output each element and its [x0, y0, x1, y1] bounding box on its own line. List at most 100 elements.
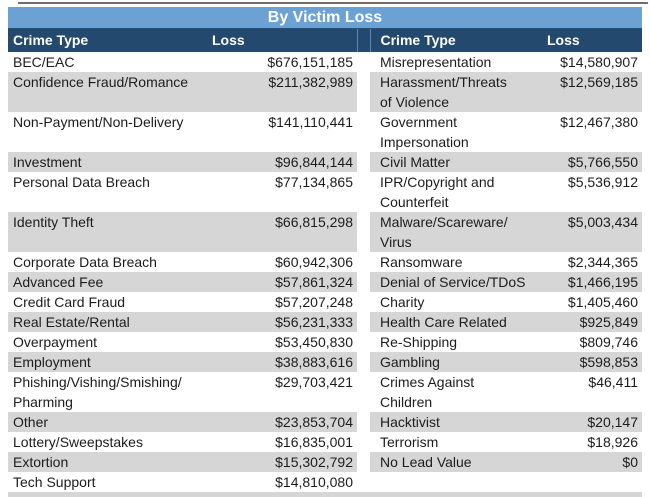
crime-type-cell: Health Care Related [370, 312, 542, 332]
crime-type-cell [370, 472, 542, 492]
loss-cell: $16,835,001 [207, 432, 357, 452]
table-header: Crime Type Loss Crime Type Loss [8, 29, 642, 52]
column-spacer [357, 432, 370, 452]
loss-cell: $12,467,380 [542, 112, 642, 152]
column-spacer [357, 372, 370, 412]
table-row: Credit Card Fraud $57,207,248 Charity $1… [8, 292, 642, 312]
table-row: Advanced Fee $57,861,324 Denial of Servi… [8, 272, 642, 292]
top-border-artifact [18, 2, 648, 4]
column-spacer [357, 252, 370, 272]
column-spacer [357, 172, 370, 212]
crime-type-cell: Phishing/Vishing/Smishing/ Pharming [8, 372, 207, 412]
loss-cell: $18,926 [542, 432, 642, 452]
crime-type-cell: Government Impersonation [370, 112, 542, 152]
crime-type-cell: Other [8, 412, 207, 432]
loss-cell: $141,110,441 [207, 112, 357, 152]
table-row: Extortion $15,302,792 No Lead Value $0 [8, 452, 642, 472]
loss-cell: $56,231,333 [207, 312, 357, 332]
loss-cell: $14,580,907 [542, 52, 642, 72]
crime-type-cell: Extortion [8, 452, 207, 472]
crime-type-cell: Corporate Data Breach [8, 252, 207, 272]
table-row: Employment $38,883,616 Gambling $598,853 [8, 352, 642, 372]
crime-type-cell: Hacktivist [370, 412, 542, 432]
crime-type-cell: Advanced Fee [8, 272, 207, 292]
crime-type-cell: Real Estate/Rental [8, 312, 207, 332]
loss-cell: $57,207,248 [207, 292, 357, 312]
crime-type-cell: Crimes Against Children [370, 372, 542, 412]
loss-cell: $598,853 [542, 352, 642, 372]
loss-cell: $57,861,324 [207, 272, 357, 292]
crime-type-cell: Ransomware [370, 252, 542, 272]
table-row: Lottery/Sweepstakes $16,835,001 Terroris… [8, 432, 642, 452]
crime-type-cell: Denial of Service/TDoS [370, 272, 542, 292]
crime-type-cell: Harassment/Threats of Violence [370, 72, 542, 112]
table-row: Identity Theft $66,815,298 Malware/Scare… [8, 212, 642, 252]
crime-type-cell: Charity [370, 292, 542, 312]
crime-type-cell: Lottery/Sweepstakes [8, 432, 207, 452]
partial-bottom-row [8, 492, 642, 497]
loss-cell: $96,844,144 [207, 152, 357, 172]
loss-cell: $14,810,080 [207, 472, 357, 492]
crime-type-cell: IPR/Copyright and Counterfeit [370, 172, 542, 212]
column-spacer [357, 312, 370, 332]
header-crime-type-right: Crime Type [370, 29, 542, 52]
crime-type-cell: BEC/EAC [8, 52, 207, 72]
column-spacer [357, 112, 370, 152]
data-table: Crime Type Loss Crime Type Loss BEC/EAC … [8, 29, 642, 492]
column-spacer [357, 332, 370, 352]
loss-cell: $20,147 [542, 412, 642, 432]
crime-type-cell: Confidence Fraud/Romance [8, 72, 207, 112]
loss-cell: $53,450,830 [207, 332, 357, 352]
header-row: Crime Type Loss Crime Type Loss [8, 29, 642, 52]
table-row: Other $23,853,704 Hacktivist $20,147 [8, 412, 642, 432]
loss-cell: $1,405,460 [542, 292, 642, 312]
loss-cell: $0 [542, 452, 642, 472]
crime-type-cell: Credit Card Fraud [8, 292, 207, 312]
column-spacer [357, 272, 370, 292]
table-row: Real Estate/Rental $56,231,333 Health Ca… [8, 312, 642, 332]
table-row: Tech Support $14,810,080 [8, 472, 642, 492]
loss-cell [542, 472, 642, 492]
table-row: Non-Payment/Non-Delivery $141,110,441 Go… [8, 112, 642, 152]
crime-type-cell: Tech Support [8, 472, 207, 492]
loss-cell: $38,883,616 [207, 352, 357, 372]
header-column-spacer [356, 29, 371, 52]
table-row: Overpayment $53,450,830 Re-Shipping $809… [8, 332, 642, 352]
crime-type-cell: Malware/Scareware/ Virus [370, 212, 542, 252]
crime-type-cell: No Lead Value [370, 452, 542, 472]
crime-type-cell: Employment [8, 352, 207, 372]
loss-cell: $23,853,704 [207, 412, 357, 432]
crime-type-cell: Investment [8, 152, 207, 172]
loss-cell: $676,151,185 [207, 52, 357, 72]
loss-cell: $1,466,195 [542, 272, 642, 292]
loss-cell: $77,134,865 [207, 172, 357, 212]
column-spacer [357, 472, 370, 492]
column-spacer [357, 452, 370, 472]
loss-cell: $66,815,298 [207, 212, 357, 252]
column-spacer [357, 352, 370, 372]
header-loss-left: Loss [207, 29, 357, 52]
loss-cell: $2,344,365 [542, 252, 642, 272]
table-row: Personal Data Breach $77,134,865 IPR/Cop… [8, 172, 642, 212]
crime-type-cell: Personal Data Breach [8, 172, 207, 212]
loss-cell: $29,703,421 [207, 372, 357, 412]
loss-cell: $5,003,434 [542, 212, 642, 252]
crime-type-cell: Civil Matter [370, 152, 542, 172]
header-crime-type-left: Crime Type [8, 29, 207, 52]
victim-loss-table: By Victim Loss Crime Type Loss Crime Typ… [8, 7, 642, 497]
loss-cell: $925,849 [542, 312, 642, 332]
column-spacer [357, 412, 370, 432]
loss-cell: $12,569,185 [542, 72, 642, 112]
column-spacer [357, 72, 370, 112]
column-spacer [357, 152, 370, 172]
crime-type-cell: Overpayment [8, 332, 207, 352]
crime-type-cell: Non-Payment/Non-Delivery [8, 112, 207, 152]
loss-cell: $211,382,989 [207, 72, 357, 112]
table-row: Phishing/Vishing/Smishing/ Pharming $29,… [8, 372, 642, 412]
table-row: Corporate Data Breach $60,942,306 Ransom… [8, 252, 642, 272]
table-title: By Victim Loss [8, 7, 642, 29]
column-spacer [357, 212, 370, 252]
loss-cell: $15,302,792 [207, 452, 357, 472]
loss-cell: $5,536,912 [542, 172, 642, 212]
loss-cell: $809,746 [542, 332, 642, 352]
